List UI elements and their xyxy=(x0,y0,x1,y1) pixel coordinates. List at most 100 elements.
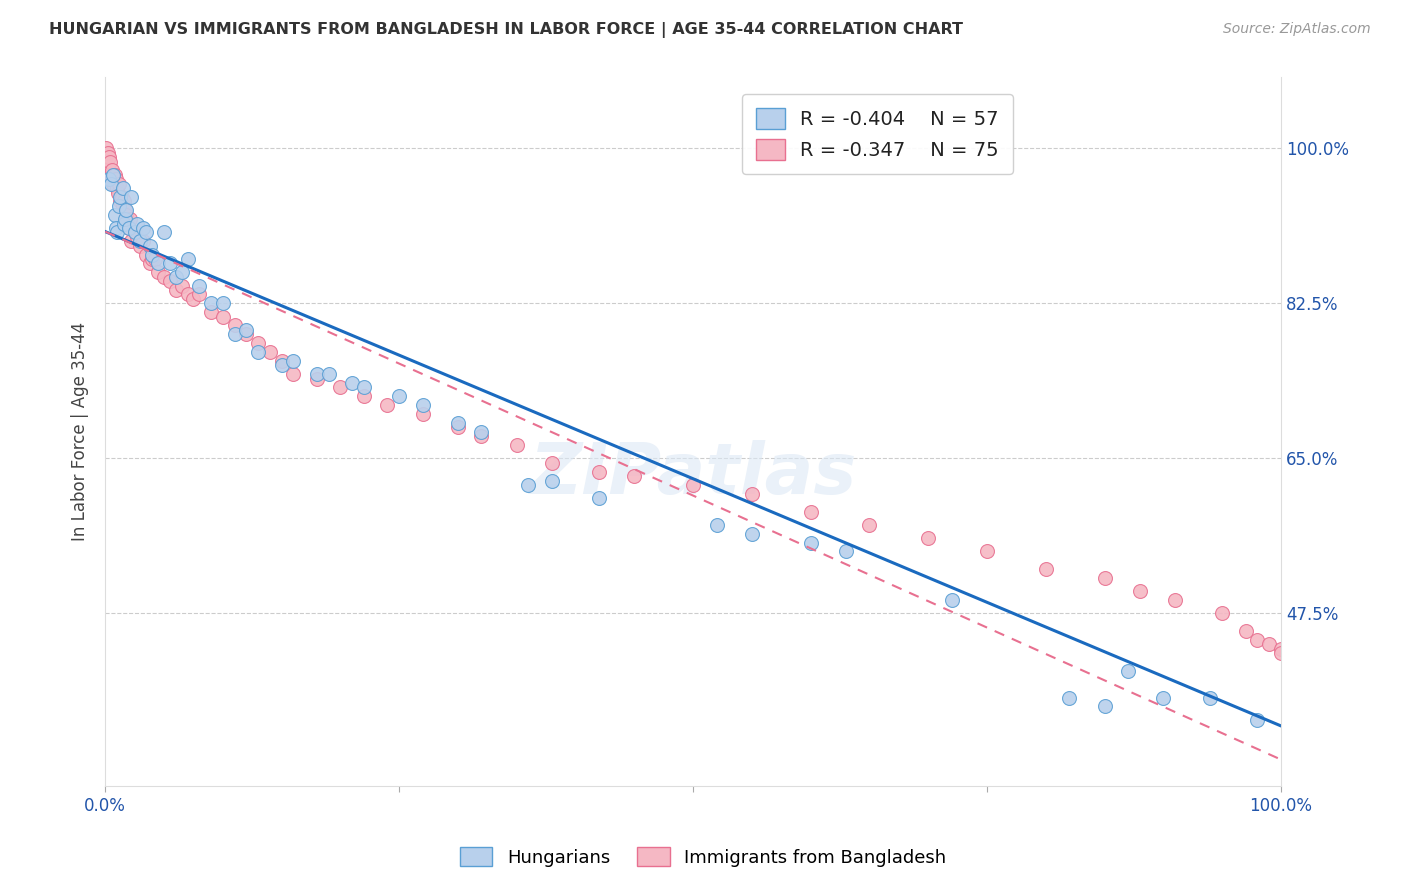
Point xyxy=(143,252,166,266)
Point xyxy=(118,212,141,227)
Point xyxy=(97,150,120,164)
Point xyxy=(588,491,610,506)
Point xyxy=(353,380,375,394)
Point xyxy=(1246,632,1268,647)
Point xyxy=(1164,593,1187,607)
Point xyxy=(114,203,136,218)
Point xyxy=(211,310,233,324)
Point xyxy=(159,256,181,270)
Point xyxy=(118,221,141,235)
Point xyxy=(1270,641,1292,656)
Point xyxy=(100,177,122,191)
Point xyxy=(682,478,704,492)
Point xyxy=(377,398,399,412)
Point xyxy=(132,221,155,235)
Point xyxy=(283,368,305,382)
Point xyxy=(104,168,127,182)
Point xyxy=(159,274,181,288)
Point xyxy=(115,203,138,218)
Point xyxy=(94,154,117,169)
Point xyxy=(1059,690,1081,705)
Point xyxy=(165,283,187,297)
Point xyxy=(114,212,136,227)
Point xyxy=(94,163,117,178)
Point xyxy=(329,380,352,394)
Point xyxy=(112,217,135,231)
Point xyxy=(224,318,246,333)
Point xyxy=(835,544,858,558)
Point xyxy=(541,474,564,488)
Point xyxy=(153,269,176,284)
Point xyxy=(1270,646,1292,660)
Point xyxy=(153,226,176,240)
Point xyxy=(170,278,193,293)
Point xyxy=(541,456,564,470)
Point xyxy=(107,186,129,200)
Point xyxy=(235,323,257,337)
Point xyxy=(517,478,540,492)
Point xyxy=(447,420,470,434)
Point xyxy=(224,327,246,342)
Point xyxy=(120,190,142,204)
Text: ZIPatlas: ZIPatlas xyxy=(530,440,856,508)
Point xyxy=(112,194,135,209)
Point xyxy=(124,226,146,240)
Point xyxy=(858,517,880,532)
Point xyxy=(97,172,120,186)
Point xyxy=(412,398,434,412)
Point xyxy=(305,368,328,382)
Point xyxy=(800,535,823,549)
Point xyxy=(146,265,169,279)
Point xyxy=(183,292,205,306)
Point xyxy=(353,389,375,403)
Point xyxy=(100,168,122,182)
Text: Source: ZipAtlas.com: Source: ZipAtlas.com xyxy=(1223,22,1371,37)
Point xyxy=(1246,713,1268,727)
Point xyxy=(176,287,198,301)
Point xyxy=(623,469,645,483)
Point xyxy=(101,163,124,178)
Point xyxy=(170,265,193,279)
Legend: Hungarians, Immigrants from Bangladesh: Hungarians, Immigrants from Bangladesh xyxy=(453,840,953,874)
Point xyxy=(110,190,132,204)
Point xyxy=(125,230,148,244)
Point xyxy=(111,181,134,195)
Y-axis label: In Labor Force | Age 35-44: In Labor Force | Age 35-44 xyxy=(72,322,89,541)
Point xyxy=(235,327,257,342)
Point xyxy=(103,177,125,191)
Point xyxy=(108,177,131,191)
Point xyxy=(135,247,157,261)
Point xyxy=(741,487,763,501)
Point xyxy=(117,217,139,231)
Point xyxy=(110,194,132,209)
Point xyxy=(165,269,187,284)
Point xyxy=(270,359,292,373)
Point xyxy=(135,226,157,240)
Point xyxy=(104,208,127,222)
Point xyxy=(96,141,118,155)
Point xyxy=(412,407,434,421)
Point xyxy=(1094,699,1116,714)
Point xyxy=(105,181,128,195)
Point xyxy=(305,371,328,385)
Point xyxy=(1234,624,1257,639)
Point xyxy=(917,531,939,545)
Point xyxy=(270,354,292,368)
Point xyxy=(111,190,134,204)
Point xyxy=(283,354,305,368)
Legend: R = -0.404    N = 57, R = -0.347    N = 75: R = -0.404 N = 57, R = -0.347 N = 75 xyxy=(742,95,1012,174)
Point xyxy=(388,389,411,403)
Point xyxy=(108,199,131,213)
Point xyxy=(124,226,146,240)
Point xyxy=(105,226,128,240)
Point xyxy=(139,256,162,270)
Point xyxy=(176,252,198,266)
Point xyxy=(129,239,152,253)
Point xyxy=(141,247,163,261)
Point xyxy=(470,425,492,439)
Point xyxy=(447,416,470,430)
Point xyxy=(115,208,138,222)
Point xyxy=(1258,637,1281,651)
Point xyxy=(976,544,998,558)
Point xyxy=(98,154,121,169)
